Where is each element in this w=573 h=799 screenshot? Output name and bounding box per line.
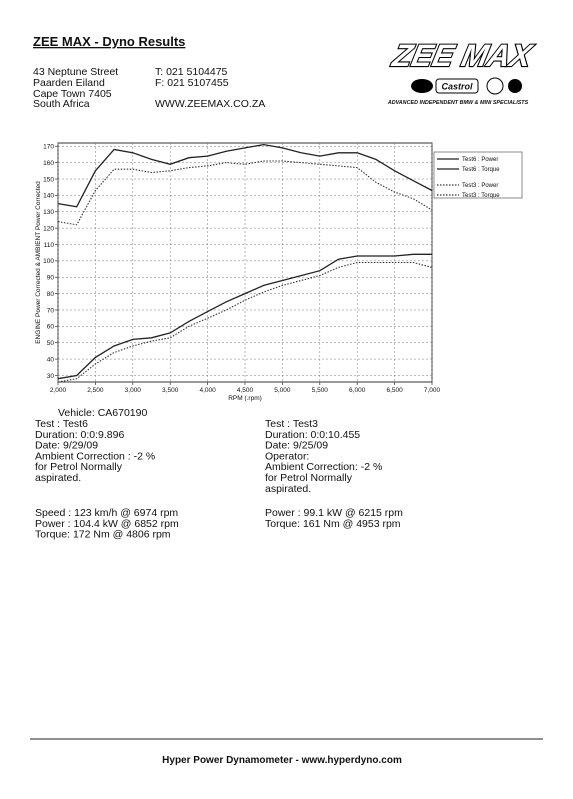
chart: 30 40 50 60 70 80 90 100 110 120 130 140 150 160 170 2,… bbox=[35, 142, 523, 402]
test-line: for Petrol Normally bbox=[35, 461, 123, 473]
logo-badge: Castrol bbox=[441, 82, 473, 92]
test-line: aspirated. bbox=[35, 472, 81, 484]
legend-label: Test6 : Power bbox=[462, 157, 498, 163]
summary-line: Power : 99.1 kW @ 6215 rpm bbox=[265, 507, 403, 519]
test-line: Duration: 0:0:9.896 bbox=[35, 429, 124, 441]
summary-line: Torque: 172 Nm @ 4806 rpm bbox=[35, 529, 171, 541]
address-line: Paarden Eiland bbox=[33, 77, 105, 89]
y-tick-label: 80 bbox=[47, 291, 55, 298]
test-line: aspirated. bbox=[265, 483, 311, 495]
legend-box bbox=[433, 151, 523, 199]
test-line: Date: 9/25/09 bbox=[265, 440, 328, 452]
y-tick-label: 150 bbox=[43, 176, 54, 183]
logo: ZEE MAX Castrol ADVANCED INDEPENDENT BMW… bbox=[387, 37, 538, 106]
y-tick-label: 140 bbox=[43, 193, 54, 200]
y-tick-label: 160 bbox=[43, 160, 54, 167]
y-tick-label: 30 bbox=[47, 373, 55, 380]
legend-label: Test6 : Torque bbox=[462, 167, 500, 173]
y-tick-label: 130 bbox=[43, 209, 54, 216]
legend-label: Test3 : Torque bbox=[462, 193, 500, 199]
logo-badge-shape bbox=[508, 79, 522, 93]
y-tick-label: 120 bbox=[43, 225, 54, 232]
x-tick-label: 4,500 bbox=[237, 387, 254, 394]
x-tick-label: 3,500 bbox=[162, 387, 179, 394]
x-tick-label: 7,000 bbox=[424, 387, 441, 394]
contact-line: WWW.ZEEMAX.CO.ZA bbox=[155, 98, 265, 110]
vehicle: Vehicle: CA670190 bbox=[58, 407, 147, 419]
x-tick-label: 5,000 bbox=[274, 387, 291, 394]
y-tick-label: 90 bbox=[47, 275, 55, 282]
x-tick-label: 5,500 bbox=[312, 387, 329, 394]
test-line: Test : Test3 bbox=[265, 418, 318, 430]
address-line: Cape Town 7405 bbox=[33, 88, 112, 100]
test-line: Ambient Correction : -2 % bbox=[35, 450, 155, 462]
summary-line: Torque: 161 Nm @ 4953 rpm bbox=[265, 518, 401, 530]
logo-badge-shape bbox=[435, 78, 479, 94]
contact-line: F: 021 5107455 bbox=[155, 77, 229, 89]
logo-badge-shape bbox=[411, 79, 433, 93]
test-line: Duration: 0:0:10.455 bbox=[265, 429, 360, 441]
legend-label: Test3 : Power bbox=[462, 183, 498, 189]
test-line: for Petrol Normally bbox=[265, 472, 353, 484]
y-tick-label: 60 bbox=[47, 324, 55, 331]
address-line: South Africa bbox=[33, 98, 90, 110]
y-tick-label: 170 bbox=[43, 144, 54, 151]
test-line: Ambient Correction: -2 % bbox=[265, 461, 382, 473]
x-tick-label: 6,500 bbox=[386, 387, 403, 394]
summary-line: Speed : 123 km/h @ 6974 rpm bbox=[35, 507, 178, 519]
logo-tagline: ADVANCED INDEPENDENT BMW & MINI SPECIALI… bbox=[387, 100, 529, 106]
y-tick-label: 110 bbox=[44, 242, 55, 249]
test-line: Test : Test6 bbox=[35, 418, 88, 430]
y-tick-label: 70 bbox=[47, 307, 55, 314]
contact-line: T: 021 5104475 bbox=[155, 66, 228, 78]
logo-name: ZEE MAX bbox=[389, 38, 537, 73]
x-tick-label: 4,000 bbox=[199, 387, 216, 394]
x-tick-label: 3,000 bbox=[125, 387, 142, 394]
series-line bbox=[57, 253, 432, 380]
test-line: Operator: bbox=[265, 450, 309, 462]
y-tick-label: 100 bbox=[43, 258, 54, 265]
footer: Hyper Power Dynamometer - www.hyperdyno.… bbox=[162, 755, 402, 766]
title: ZEE MAX - Dyno Results bbox=[33, 34, 185, 49]
y-tick-label: 40 bbox=[47, 356, 55, 363]
y-axis-title: ENGINE Power Corrected & AMBIENT Power C… bbox=[35, 181, 42, 344]
x-tick-label: 2,000 bbox=[50, 387, 67, 394]
logo-badge-shape bbox=[486, 77, 504, 95]
series-line bbox=[57, 143, 433, 208]
summary-line: Power : 104.4 kW @ 6852 rpm bbox=[35, 518, 179, 530]
x-tick-label: 6,000 bbox=[349, 387, 366, 394]
address-line: 43 Neptune Street bbox=[33, 66, 118, 78]
y-tick-label: 50 bbox=[47, 340, 55, 347]
x-tick-label: 2,500 bbox=[87, 387, 104, 394]
test-line: Date: 9/29/09 bbox=[35, 440, 98, 452]
x-axis-title: RPM (.rpm) bbox=[228, 395, 262, 402]
